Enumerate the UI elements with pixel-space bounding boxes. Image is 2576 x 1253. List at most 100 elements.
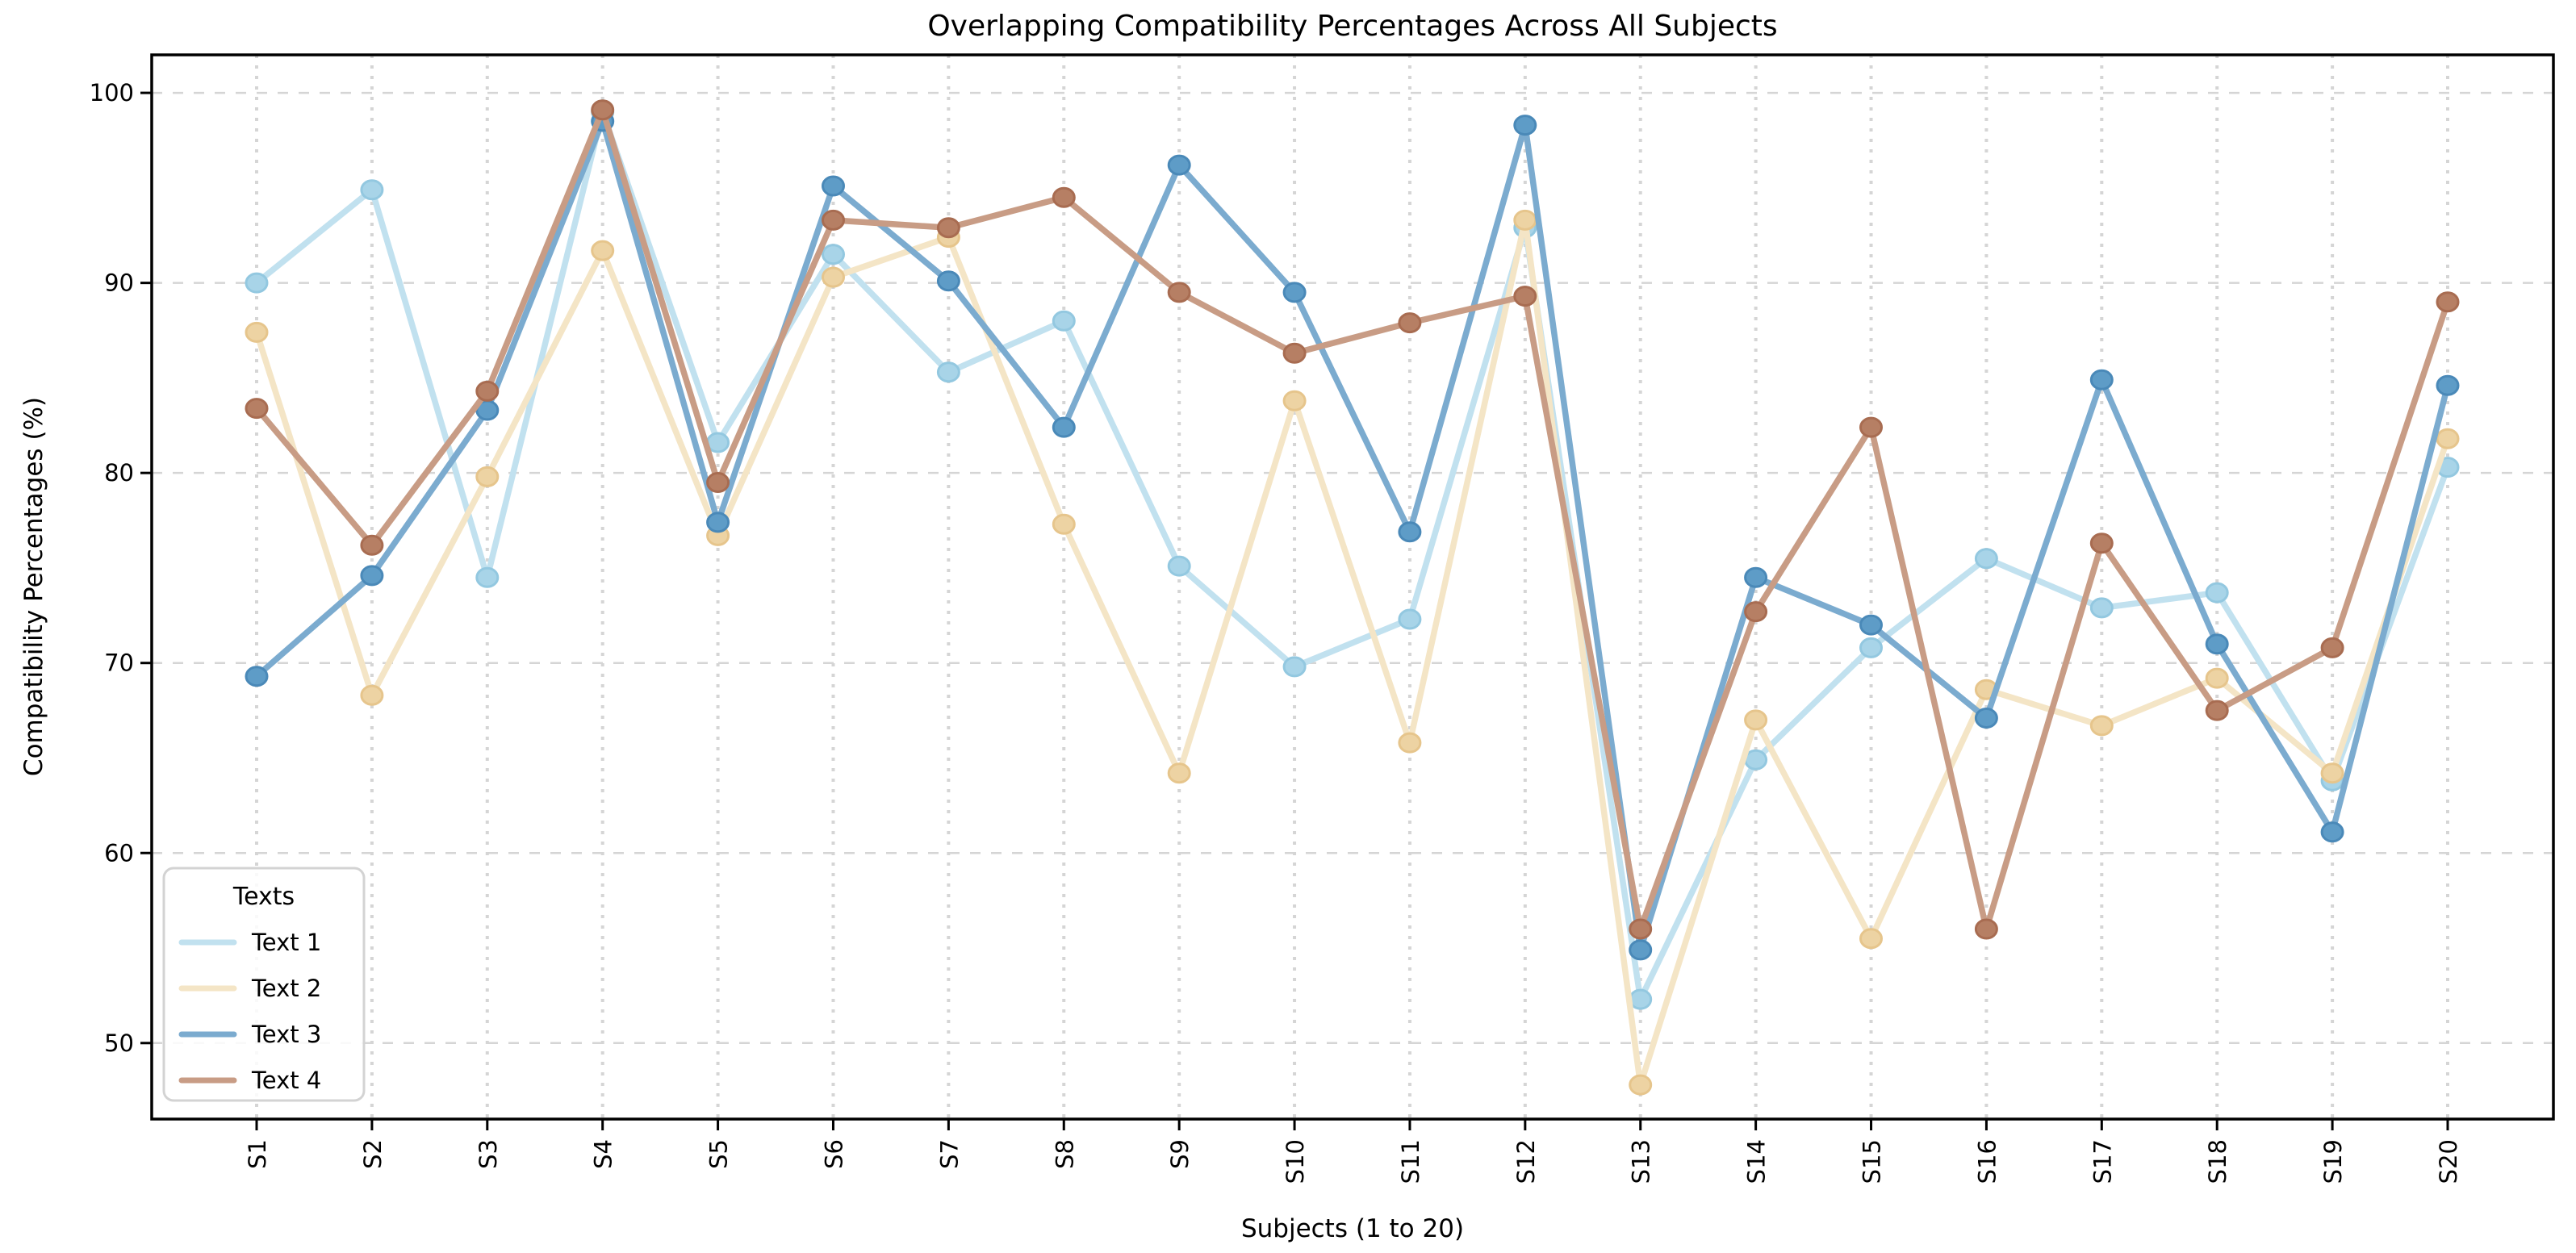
series-text-3 [245,111,2460,961]
data-point-marker [591,240,615,261]
data-point-marker [1167,282,1191,303]
x-tick-label: S11 [1397,1139,1424,1184]
legend-box [162,867,366,1102]
y-axis-label: Compatibility Percentages (%) [19,397,48,776]
series-line [253,118,2451,954]
grid-lines [152,55,2553,1119]
data-point-marker [2089,715,2114,737]
x-tick-label: S5 [705,1139,733,1169]
legend-item: Text 2 [178,975,321,1002]
x-axis-label: Subjects (1 to 20) [1241,1214,1464,1243]
legend-item: Text 3 [178,1021,321,1048]
data-point-marker [2205,633,2229,655]
data-series-layer [245,99,2460,1096]
x-tick-label: S4 [590,1139,617,1169]
data-point-marker [475,566,500,588]
data-point-marker [2320,762,2344,784]
x-tick-label: S9 [1166,1139,1194,1169]
data-point-marker [1744,749,1768,771]
data-point-marker [822,244,845,265]
data-point-marker [360,565,384,587]
data-point-marker [245,398,269,420]
data-point-marker [936,361,960,383]
legend-item-label: Text 1 [251,929,321,956]
legend-title: Texts [232,883,295,911]
legend-item: Text 4 [178,1067,321,1094]
data-point-marker [1744,709,1768,731]
legend-item-label: Text 3 [251,1021,321,1048]
series-line [253,107,2451,933]
data-point-marker [1859,637,1883,658]
data-point-marker [822,175,845,197]
data-point-marker [360,534,384,556]
data-point-marker [706,512,730,533]
data-point-marker [2436,374,2460,396]
y-tick-label: 60 [104,839,134,867]
data-point-marker [1859,416,1883,438]
data-point-marker [245,321,269,343]
data-point-marker [1398,521,1422,543]
data-point-marker [1629,918,1653,940]
data-point-marker [1398,312,1422,334]
data-point-marker [1629,988,1653,1010]
data-point-marker [1629,939,1653,961]
x-tick-label: S6 [820,1139,847,1169]
data-point-marker [936,217,960,239]
data-point-marker [2089,369,2114,391]
data-point-marker [1398,608,1422,630]
data-point-marker [2320,637,2344,658]
y-tick-label: 70 [104,649,134,677]
data-point-marker [360,684,384,706]
data-point-marker [706,472,730,493]
data-point-marker [1629,1074,1653,1096]
x-tick-label: S12 [1512,1139,1540,1184]
data-point-marker [2205,700,2229,721]
x-tick-label: S20 [2435,1139,2462,1184]
data-point-marker [1282,656,1307,678]
data-point-marker [2436,291,2460,313]
x-tick-label: S3 [475,1139,502,1169]
series-line [253,217,2451,1088]
data-point-marker [2436,428,2460,449]
series-text-1 [245,101,2460,1010]
data-point-marker [1859,928,1883,950]
data-point-marker [1744,601,1768,623]
data-point-marker [1167,762,1191,784]
plot-border [150,53,2555,1121]
x-tick-label: S16 [1973,1139,2001,1184]
data-point-marker [1513,115,1537,136]
data-point-marker [1052,310,1076,332]
data-point-marker [2089,597,2114,619]
axes-and-ticks [140,53,2555,1130]
x-tick-label: S15 [1859,1139,1886,1184]
data-point-marker [1282,390,1307,411]
data-point-marker [1282,342,1307,364]
tick-labels: 50 60 70 80 90 100 S1 S2 S3 S4 S5 S6 S7 S8 S9 S10 S11 S12… [90,79,2462,1184]
data-point-marker [360,179,384,201]
data-point-marker [475,466,500,487]
legend-item-label: Text 2 [251,975,321,1002]
data-point-marker [1052,513,1076,535]
data-point-marker [1859,614,1883,636]
legend: Texts Text 1 Text 2 Text 3 Text 4 [162,867,366,1102]
data-point-marker [591,99,615,121]
data-point-marker [1282,282,1307,303]
data-point-marker [1744,566,1768,588]
data-point-marker [245,272,269,294]
data-point-marker [1974,708,1998,729]
y-tick-label: 80 [104,459,134,487]
y-tick-label: 100 [90,79,134,107]
chart-title: Overlapping Compatibility Percentages Ac… [927,10,1777,43]
y-tick-label: 90 [104,269,134,297]
data-point-marker [1513,286,1537,307]
data-point-marker [1974,918,1998,940]
legend-entries: Text 1 Text 2 Text 3 Text 4 [178,929,321,1094]
data-point-marker [2089,533,2114,554]
data-point-marker [475,380,500,402]
x-tick-label: S10 [1282,1139,1309,1184]
data-point-marker [245,666,269,687]
data-point-marker [1398,732,1422,754]
data-point-marker [2320,821,2344,843]
